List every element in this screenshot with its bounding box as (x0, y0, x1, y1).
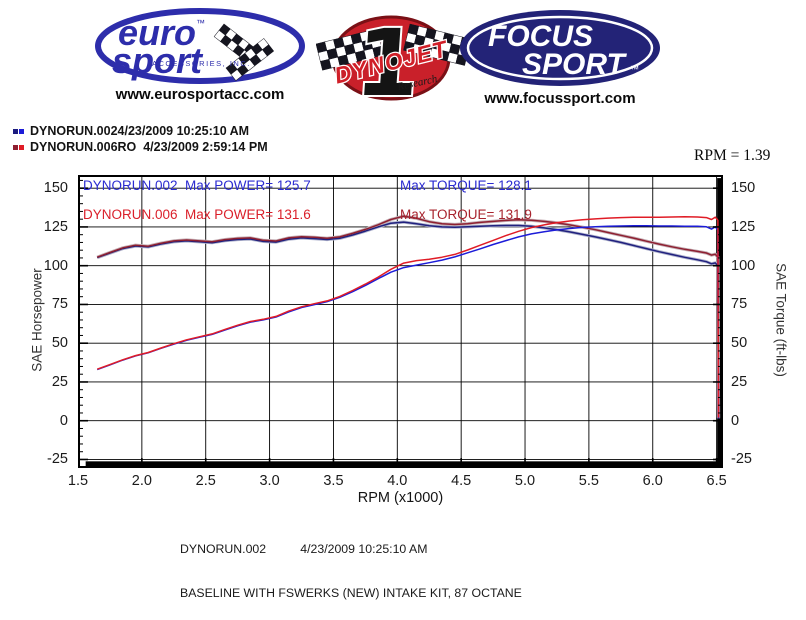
y-tick-label-right: -25 (731, 451, 752, 468)
x-axis-title: RPM (x1000) (357, 490, 444, 506)
checkered-flag-icon (225, 38, 275, 81)
y-tick-label-left: 0 (59, 412, 68, 429)
focussport-logo: FOCUS SPORT ™ (460, 10, 660, 86)
y-tick-label-left: 75 (51, 296, 68, 313)
x-tick-label: 3.0 (259, 473, 280, 489)
y-tick-label-right: 25 (731, 373, 748, 390)
focussport-url: www.focussport.com (484, 90, 636, 107)
eurosport-tagline: ACCESSORIES, INC. (152, 59, 251, 68)
curve-dynorun-006-sae-torque (96, 215, 720, 418)
y-tick-label-left: 25 (51, 373, 68, 390)
eurosport-url: www.eurosportacc.com (115, 86, 285, 103)
legend-label-run-002: DYNORUN.0024/23/2009 10:25:10 AM (30, 124, 250, 138)
focussport-word1: FOCUS (488, 20, 593, 53)
curve-halo (96, 220, 721, 419)
y-tick-label-left: 50 (51, 335, 68, 352)
checker-square (372, 45, 384, 58)
annotation-run002-max-torque: Max TORQUE= 128.1 (400, 178, 532, 193)
y-tick-label-left: 150 (43, 180, 68, 197)
annotation-run006-max-torque: Max TORQUE= 131.9 (400, 207, 532, 222)
x-tick-label: 4.0 (387, 473, 408, 489)
x-tick-label: 6.0 (642, 473, 663, 489)
y-tick-label-right: 0 (731, 412, 740, 429)
run-002-desc-line: BASELINE WITH FSWERKS (NEW) INTAKE KIT, … (180, 585, 522, 600)
y-axis-title-right: SAE Torque (ft-lbs) (773, 263, 789, 377)
x-tick-label: 5.5 (578, 473, 599, 489)
x-tick-label: 1.5 (67, 473, 89, 489)
curve-dynorun-002-sae-torque (96, 221, 720, 419)
run-006-marker-icon (13, 144, 24, 150)
dyno-chart: DYNORUN.002 Max POWER= 125.7 Max TORQUE=… (78, 175, 723, 468)
annotation-run006-max-power: DYNORUN.006 Max POWER= 131.6 (83, 207, 311, 222)
y-tick-label-right: 50 (731, 335, 748, 352)
focussport-word2: SPORT (522, 48, 627, 81)
checker-square (262, 44, 275, 57)
x-tick-label: 4.5 (451, 473, 472, 489)
x-tick-label: 2.0 (131, 473, 152, 489)
curve-halo (96, 214, 721, 418)
legend-row-run-006: DYNORUN.006RO 4/23/2009 2:59:14 PM (13, 139, 268, 155)
run-002-title-line: DYNORUN.002 4/23/2009 10:25:10 AM (180, 542, 428, 556)
y-tick-label-right: 75 (731, 296, 748, 313)
focussport-ring (466, 15, 654, 81)
dynojet-logo: 1 DYNOJET Research (316, 8, 466, 110)
y-axis-title-left: SAE Horsepower (29, 268, 45, 372)
checkered-flag-icon (403, 23, 466, 66)
y-tick-label-left: 125 (43, 218, 68, 235)
legend-label-run-006: DYNORUN.006RO 4/23/2009 2:59:14 PM (30, 140, 268, 154)
y-tick-label-right: 100 (731, 257, 756, 274)
run-legend: DYNORUN.0024/23/2009 10:25:10 AM DYNORUN… (13, 123, 268, 155)
focussport-tm: ™ (630, 64, 639, 74)
legend-row-run-002: DYNORUN.0024/23/2009 10:25:10 AM (13, 123, 268, 139)
eurosport-logo: euro ™ sport ACCESSORIES, INC. (95, 8, 305, 84)
y-tick-label-left: -25 (47, 451, 68, 468)
y-tick-label-right: 125 (731, 218, 756, 235)
y-tick-label-left: 100 (43, 257, 68, 274)
x-tick-label: 2.5 (195, 473, 216, 489)
annotation-run002-max-power: DYNORUN.002 Max POWER= 125.7 (83, 178, 311, 193)
eurosport-word1: euro (118, 12, 196, 53)
chart-plot-area (78, 175, 723, 468)
run-002-marker-icon (13, 128, 24, 134)
checkered-flag-icon (316, 28, 384, 71)
run-info-block: DYNORUN.002 4/23/2009 10:25:10 AM BASELI… (180, 513, 533, 620)
dynojet-number: 1 (352, 10, 423, 110)
rpm-ratio-readout: RPM = 1.39 (694, 147, 771, 164)
rpm-trace-right-bar (717, 178, 723, 468)
eurosport-word2: sport (112, 40, 204, 81)
x-tick-label: 3.5 (323, 473, 344, 489)
curve-dynorun-006-sae-horsepower (96, 215, 720, 418)
y-tick-label-right: 150 (731, 180, 756, 197)
x-tick-label: 6.5 (706, 473, 727, 489)
focussport-oval (460, 10, 660, 86)
curve-dynorun-002-sae-horsepower (96, 225, 720, 419)
rpm-trace-bottom-bar (85, 461, 723, 468)
x-tick-label: 5.0 (514, 473, 536, 489)
eurosport-tm: ™ (196, 18, 205, 28)
plot-border (78, 175, 723, 468)
